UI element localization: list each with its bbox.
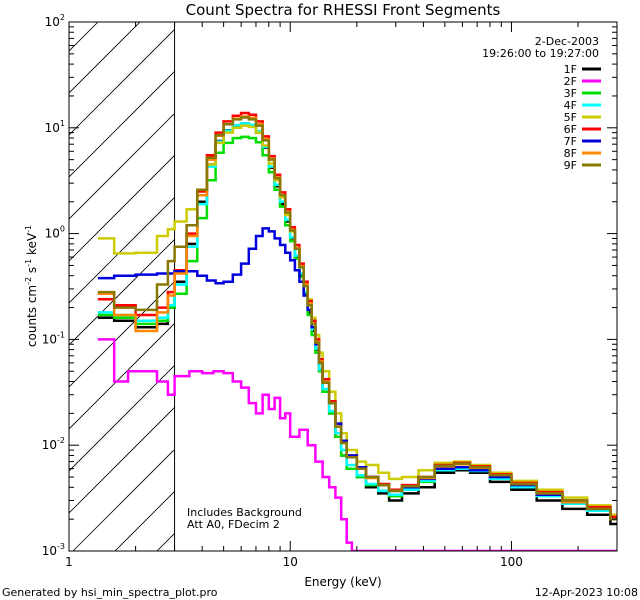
- legend-label-3F: 3F: [564, 87, 577, 100]
- hatch-stroke: [69, 364, 175, 472]
- legend-label-4F: 4F: [564, 99, 577, 112]
- time-range-label: 19:26:00 to 19:27:00: [482, 47, 599, 60]
- y-tick-label: 101: [45, 119, 65, 135]
- hatch-stroke: [69, 238, 175, 346]
- hatch-stroke: [69, 154, 175, 262]
- background-annotation: Includes Background: [187, 506, 302, 519]
- x-tick-label: 1: [65, 555, 73, 569]
- series-line-6F: [97, 111, 617, 519]
- chart-title: Count Spectra for RHESSI Front Segments: [186, 1, 501, 19]
- series-line-9F: [97, 116, 617, 521]
- series-line-2F: [97, 338, 617, 551]
- series-line-5F: [97, 124, 617, 517]
- series-line-3F: [97, 135, 617, 519]
- hatch-stroke: [69, 22, 99, 52]
- series-line-1F: [97, 122, 617, 526]
- legend-label-9F: 9F: [564, 159, 577, 172]
- y-tick-label: 100: [45, 225, 65, 241]
- series-line-4F: [97, 122, 617, 521]
- footer-generator: Generated by hsi_min_spectra_plot.pro: [2, 586, 218, 599]
- y-tick-label: 10-1: [42, 330, 65, 346]
- hatch-stroke: [72, 448, 175, 551]
- legend-label-2F: 2F: [564, 75, 577, 88]
- footer-timestamp: 12-Apr-2023 10:08: [535, 586, 638, 599]
- legend-label-6F: 6F: [564, 123, 577, 136]
- hatch-stroke: [69, 22, 141, 94]
- hatched-region: [69, 22, 175, 551]
- legend-label-1F: 1F: [564, 63, 577, 76]
- hatch-stroke: [69, 322, 175, 430]
- hatch-stroke: [69, 406, 175, 514]
- hatch-stroke: [69, 70, 175, 178]
- x-axis-label: Energy (keV): [304, 575, 381, 589]
- y-tick-label: 10-2: [42, 436, 65, 452]
- date-label: 2-Dec-2003: [535, 35, 599, 48]
- y-axis-label: counts cm-2 s-1 keV-1: [24, 225, 39, 347]
- hatch-stroke: [69, 28, 175, 136]
- series-line-8F: [97, 115, 617, 521]
- legend-label-7F: 7F: [564, 135, 577, 148]
- y-tick-label: 10-3: [42, 542, 65, 558]
- y-tick-label: 102: [45, 13, 65, 29]
- hatch-stroke: [69, 196, 175, 304]
- x-tick-label: 100: [500, 555, 523, 569]
- x-tick-label: 10: [283, 555, 298, 569]
- attenuator-annotation: Att A0, FDecim 2: [187, 518, 280, 531]
- legend-label-5F: 5F: [564, 111, 577, 124]
- series-line-7F: [97, 227, 617, 521]
- plot-frame: [68, 21, 618, 552]
- legend-label-8F: 8F: [564, 147, 577, 160]
